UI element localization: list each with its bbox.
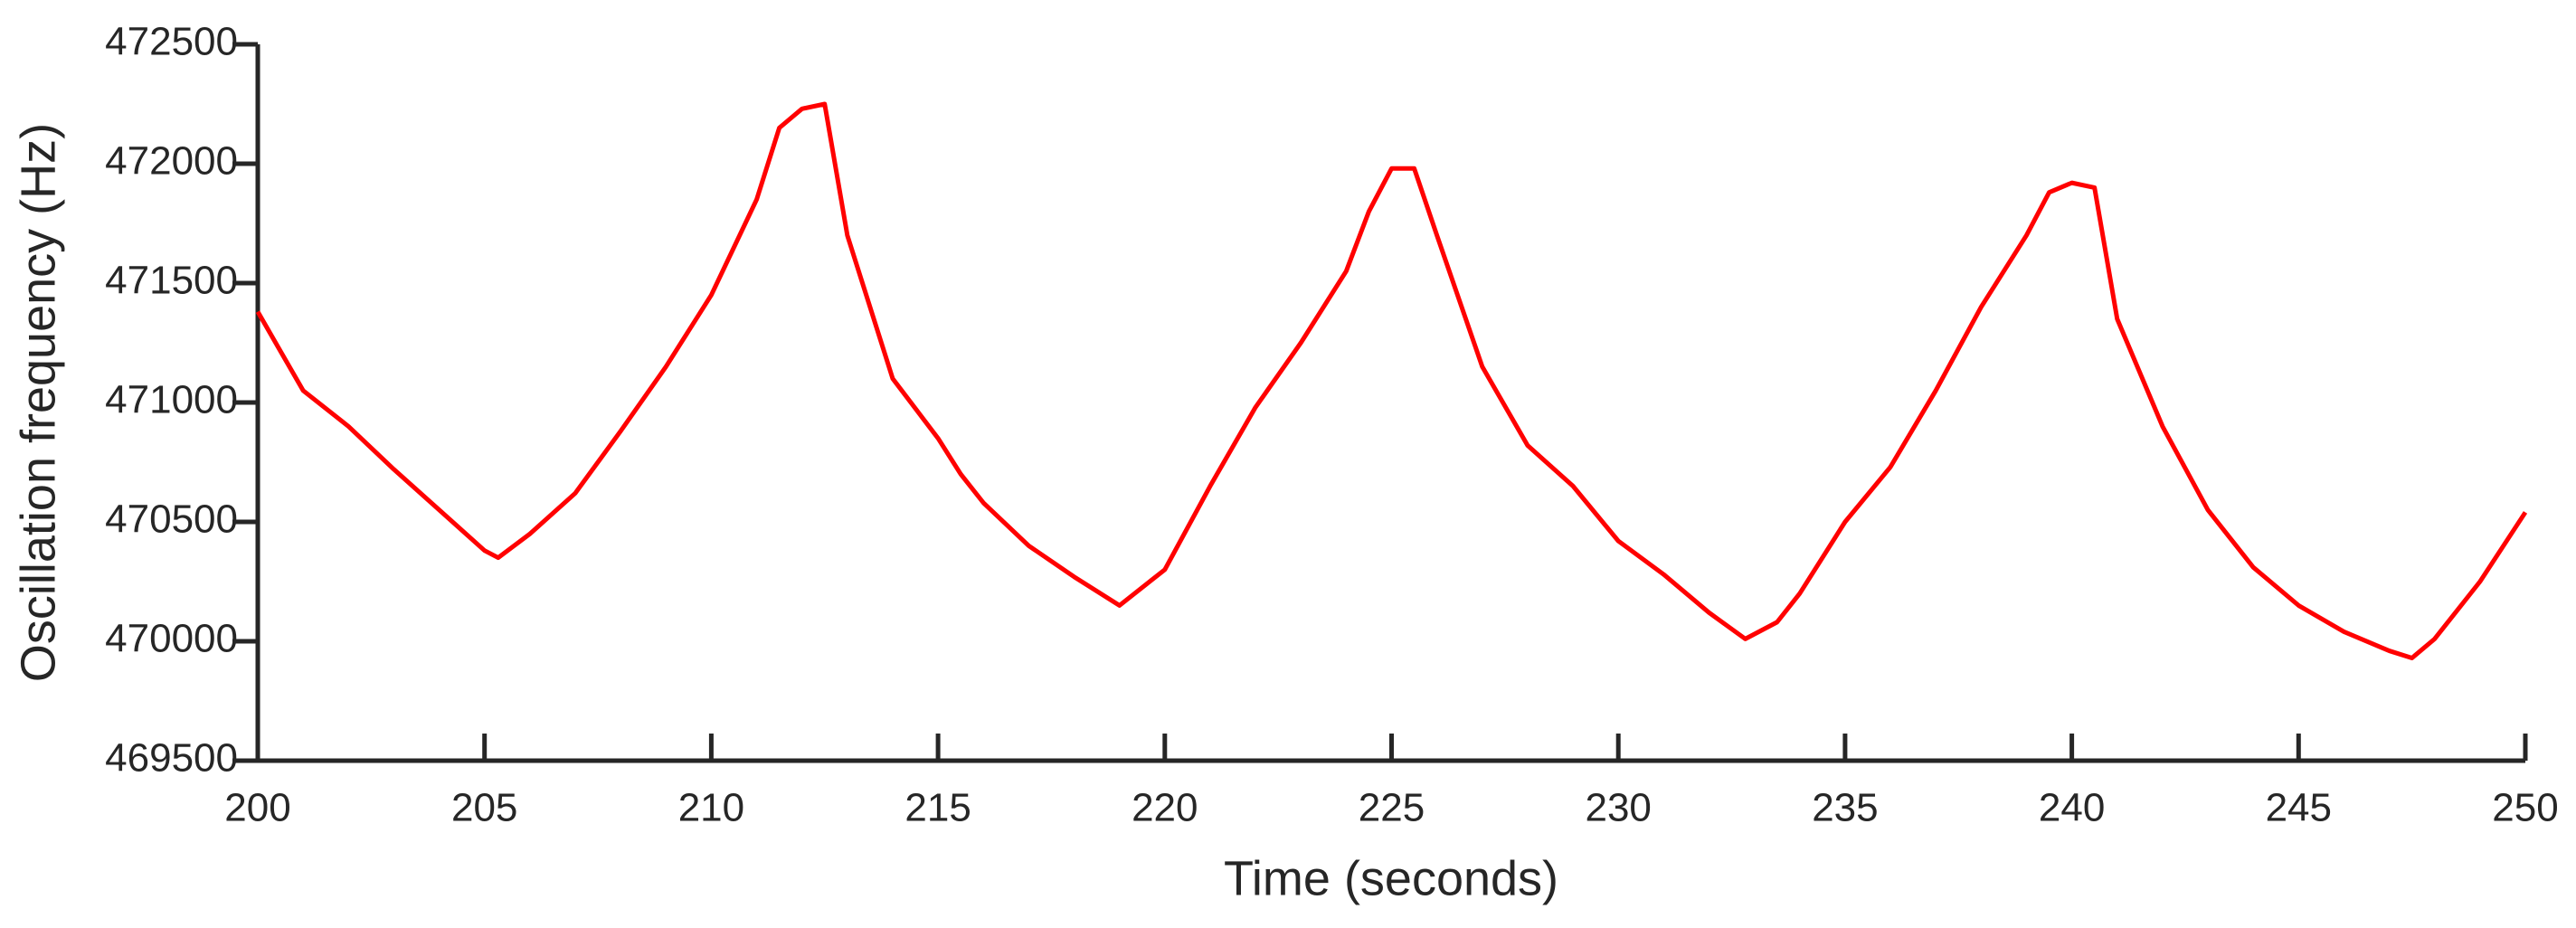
x-tick-label: 205 [451,786,517,830]
data-line [255,101,2528,660]
x-tick-label: 245 [2266,786,2332,830]
y-tick-label: 470000 [105,617,238,661]
y-tick-label: 471500 [105,259,238,303]
x-tick-label: 220 [1132,786,1198,830]
x-tick-label: 210 [678,786,744,830]
y-tick-label: 472000 [105,139,238,184]
x-tick-label: 230 [1585,786,1651,830]
x-tick-label: 200 [224,786,290,830]
x-tick-label: 240 [2039,786,2105,830]
x-axis-label: Time (seconds) [1224,851,1558,905]
y-tick-label: 469500 [105,736,238,781]
x-tick-label: 215 [904,786,971,830]
y-tick-label: 472500 [105,20,238,64]
x-tick-label: 250 [2492,786,2558,830]
y-tick-label: 471000 [105,378,238,422]
y-tick-label: 470500 [105,497,238,542]
x-tick-label: 235 [1812,786,1878,830]
x-tick-label: 225 [1359,786,1425,830]
y-axis-label: Oscillation frequency (Hz) [11,123,65,682]
